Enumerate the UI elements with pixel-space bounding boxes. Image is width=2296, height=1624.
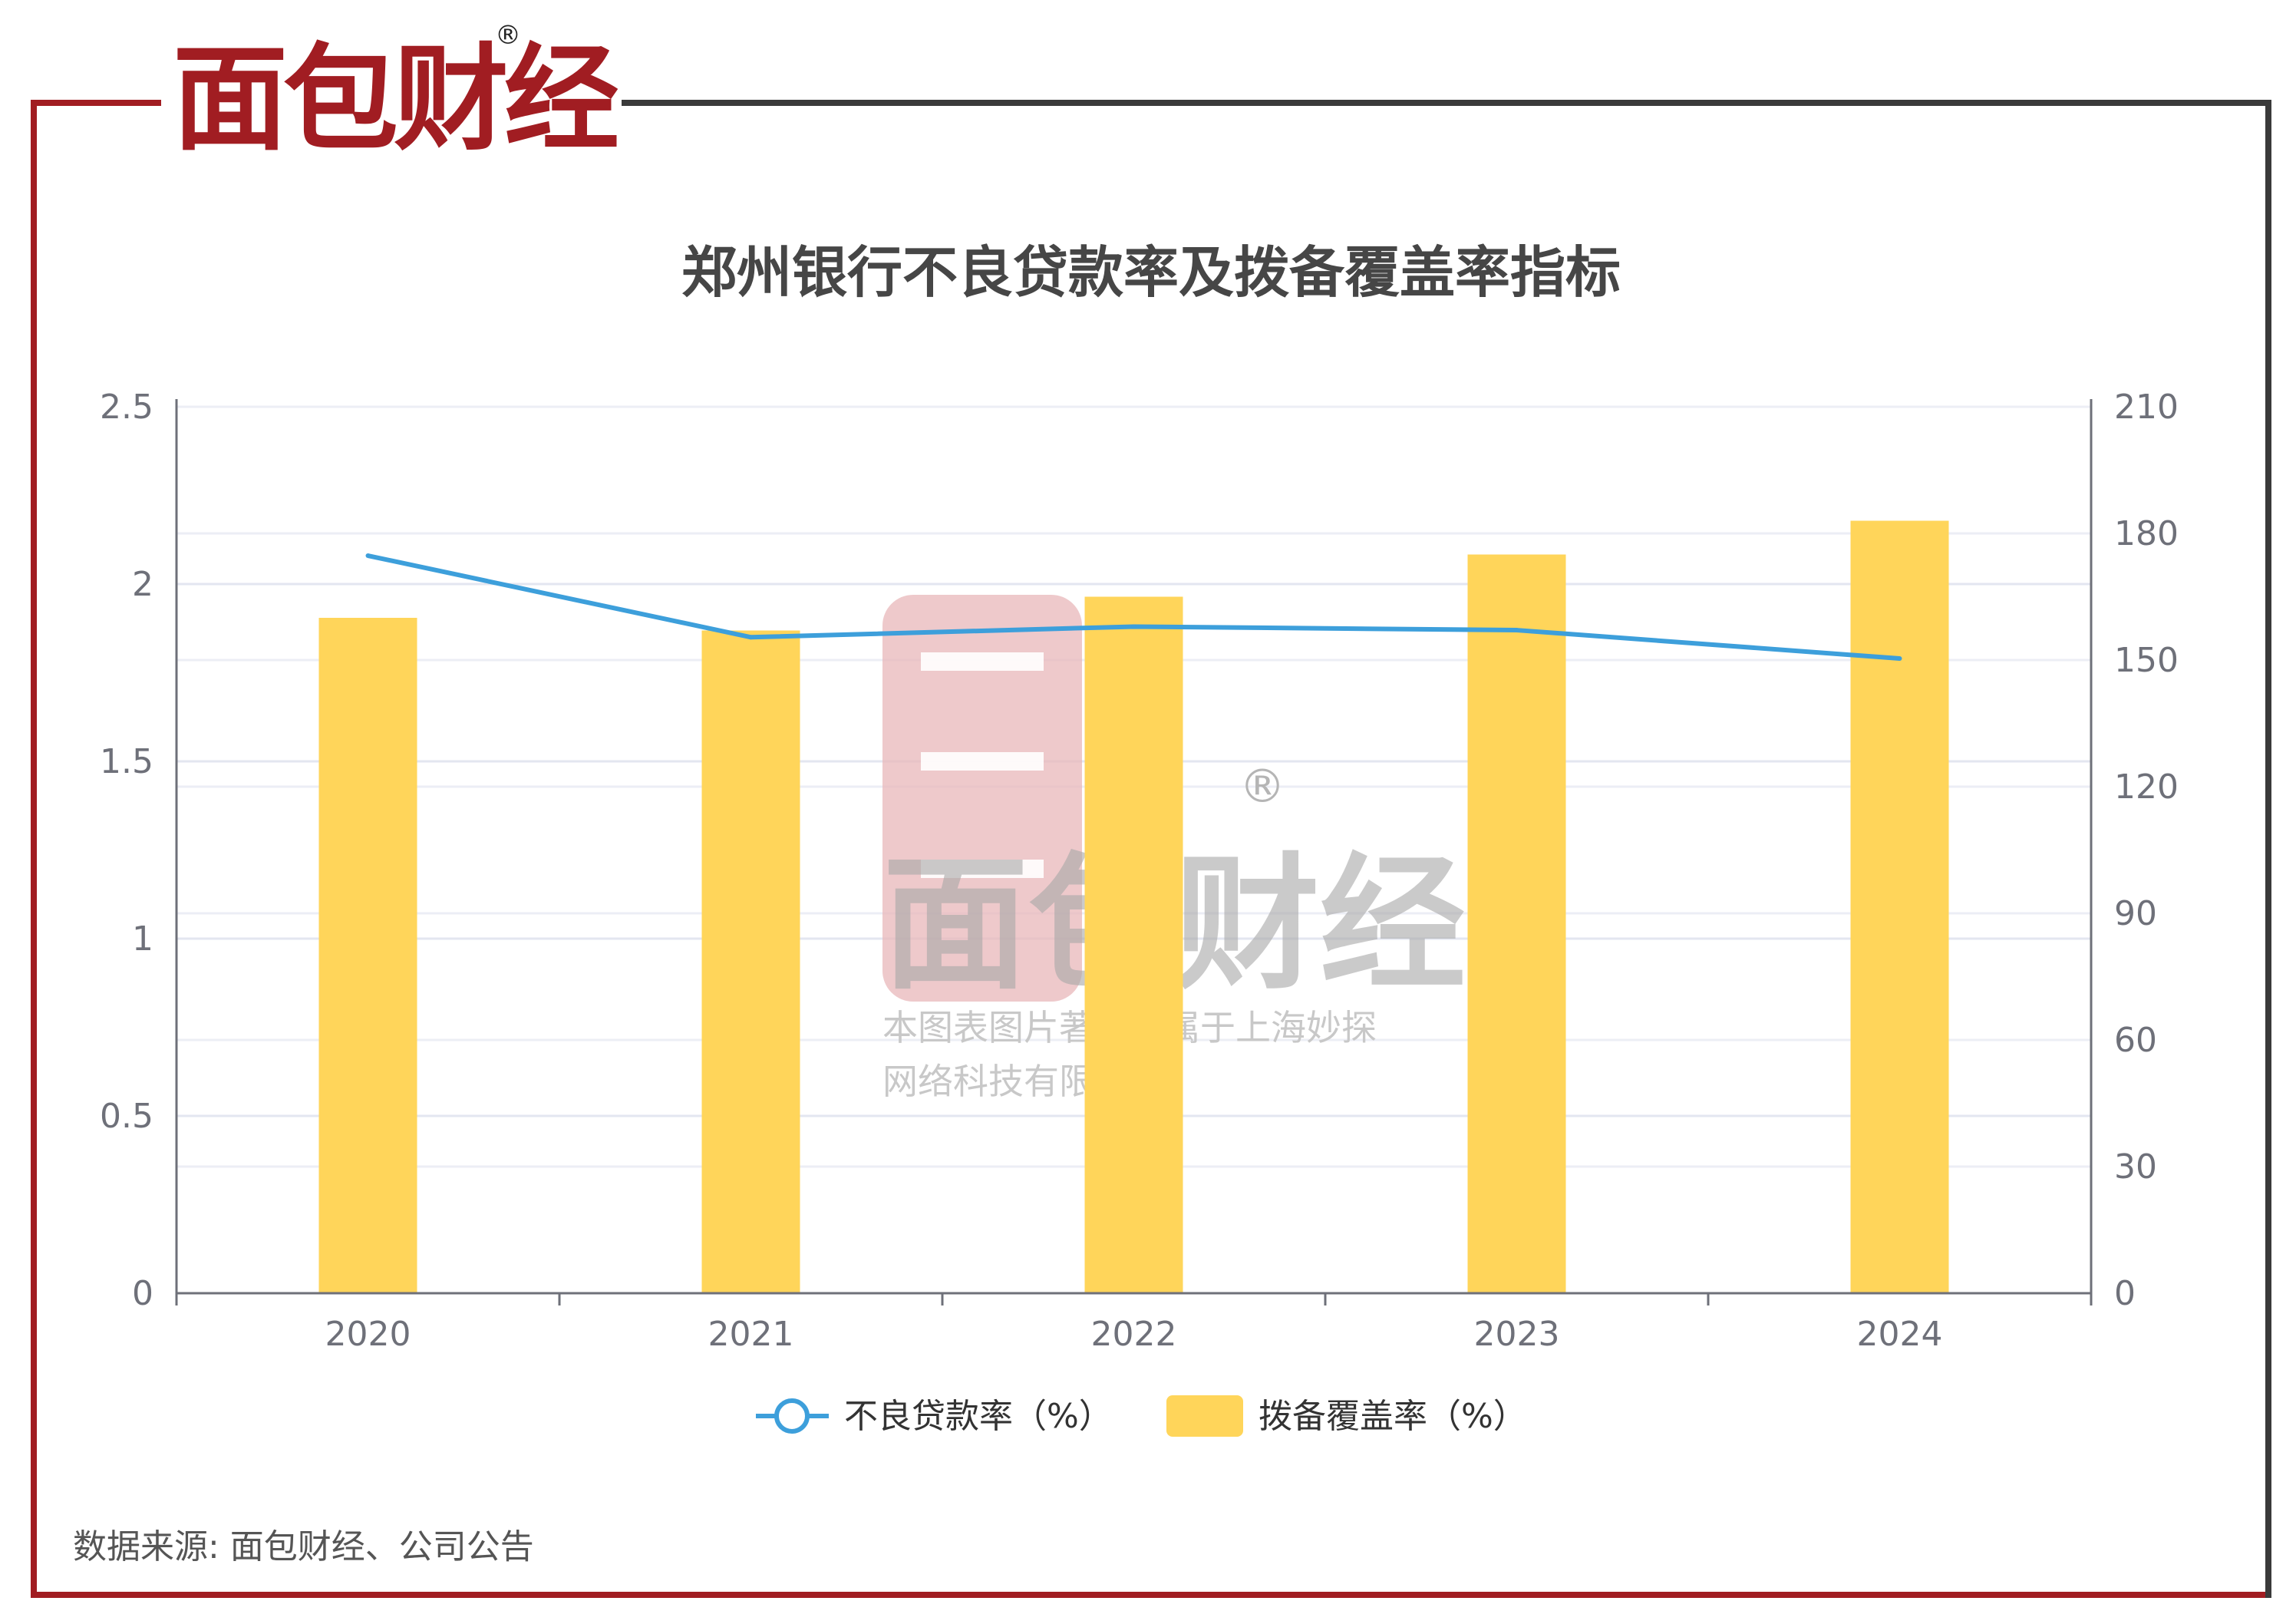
watermark-mark-stripe-2 (921, 752, 1044, 771)
legend-label-npl-ratio: 不良贷款率（%） (844, 1397, 1113, 1436)
watermark-mark-stripe-3 (921, 860, 1044, 878)
watermark-mark-block (882, 595, 1082, 1002)
frame-right-border (2265, 100, 2271, 1598)
watermark-mark-stripe-1 (921, 652, 1044, 671)
frame-bottom-border (31, 1592, 2271, 1598)
right-tick-label-2: 60 (2114, 1021, 2157, 1060)
right-tick-label-7: 210 (2114, 388, 2179, 427)
line-point-2023 (1514, 628, 1519, 633)
line-point-2020 (365, 553, 371, 559)
legend-line-marker (774, 1398, 810, 1434)
left-tick-label-0: 0 (132, 1274, 153, 1313)
bar-2021 (701, 630, 800, 1293)
right-tick-label-6: 180 (2114, 514, 2179, 553)
chart-title: 郑州银行不良贷款率及拨备覆盖率指标 (681, 240, 1621, 305)
line-point-2021 (748, 635, 754, 640)
left-tick-label-5: 2.5 (100, 388, 153, 427)
right-tick-label-5: 150 (2114, 641, 2179, 680)
left-tick-label-1: 0.5 (100, 1097, 153, 1136)
x-axis-ticks: 2020 2021 2022 2023 2024 (325, 1315, 1943, 1354)
left-tick-label-2: 1 (132, 919, 153, 959)
source-note: 数据来源: 面包财经、公司公告 (73, 1527, 534, 1566)
brand-registered-mark: ® (495, 20, 521, 51)
line-point-2024 (1897, 656, 1902, 662)
bar-2020 (318, 618, 417, 1293)
left-tick-label-4: 2 (132, 565, 153, 604)
x-tick-label-2023: 2023 (1474, 1315, 1560, 1354)
right-tick-label-1: 30 (2114, 1147, 2157, 1187)
x-tick-label-2024: 2024 (1857, 1315, 1943, 1354)
line-point-2022 (1131, 624, 1136, 629)
right-axis-ticks: 0 30 60 90 120 150 180 210 (2114, 388, 2179, 1313)
bar-2022 (1084, 596, 1183, 1293)
line-series (365, 553, 1902, 662)
brand-logo: 面包财经 ® (173, 20, 619, 161)
brand-logo-text: 面包财经 (173, 33, 619, 167)
bar-2024 (1850, 520, 1949, 1293)
right-tick-label-0: 0 (2114, 1274, 2136, 1313)
left-tick-label-3: 1.5 (100, 742, 153, 781)
right-tick-label-4: 120 (2114, 767, 2179, 807)
bar-2023 (1467, 554, 1566, 1293)
legend-label-coverage-ratio: 拨备覆盖率（%） (1259, 1397, 1527, 1436)
left-axis-ticks: 0 0.5 1 1.5 2 2.5 (100, 388, 153, 1313)
frame-top-left-border (31, 100, 161, 106)
bar-series (318, 520, 1949, 1293)
watermark-registered-mark: ® (1239, 760, 1285, 814)
x-tick-label-2022: 2022 (1091, 1315, 1177, 1354)
x-tick-label-2021: 2021 (708, 1315, 794, 1354)
frame-left-border (31, 100, 37, 1598)
axes (175, 399, 2093, 1305)
right-tick-label-3: 90 (2114, 894, 2157, 933)
frame-top-right-border (622, 100, 2271, 106)
legend: 不良贷款率（%） 拨备覆盖率（%） (756, 1395, 1527, 1437)
legend-bar-swatch (1166, 1395, 1243, 1437)
x-tick-label-2020: 2020 (325, 1315, 411, 1354)
